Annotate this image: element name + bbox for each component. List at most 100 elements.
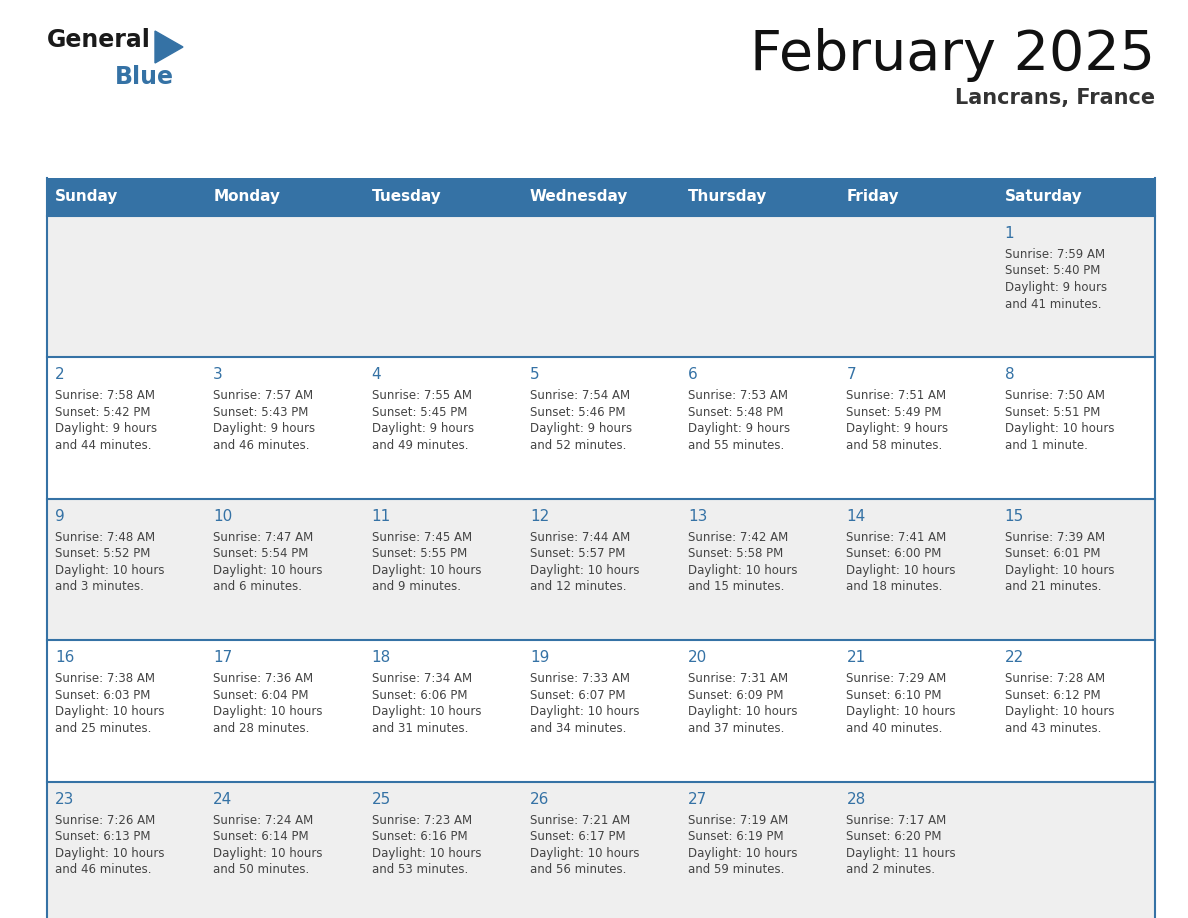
- Text: Sunset: 6:00 PM: Sunset: 6:00 PM: [846, 547, 942, 560]
- Text: Sunset: 5:49 PM: Sunset: 5:49 PM: [846, 406, 942, 419]
- Text: Sunrise: 7:54 AM: Sunrise: 7:54 AM: [530, 389, 630, 402]
- Bar: [48, 640, 1155, 781]
- Text: and 43 minutes.: and 43 minutes.: [1005, 722, 1101, 734]
- Text: Sunrise: 7:31 AM: Sunrise: 7:31 AM: [688, 672, 789, 685]
- Text: Daylight: 10 hours: Daylight: 10 hours: [530, 564, 639, 577]
- Text: Blue: Blue: [115, 65, 173, 89]
- Text: Sunrise: 7:21 AM: Sunrise: 7:21 AM: [530, 813, 630, 826]
- Text: and 56 minutes.: and 56 minutes.: [530, 863, 626, 876]
- Text: Sunrise: 7:44 AM: Sunrise: 7:44 AM: [530, 531, 630, 543]
- Text: Sunrise: 7:55 AM: Sunrise: 7:55 AM: [372, 389, 472, 402]
- Text: 15: 15: [1005, 509, 1024, 524]
- Text: Daylight: 9 hours: Daylight: 9 hours: [1005, 281, 1107, 294]
- Text: Daylight: 10 hours: Daylight: 10 hours: [688, 705, 797, 718]
- Text: Wednesday: Wednesday: [530, 189, 628, 205]
- Text: Sunset: 5:43 PM: Sunset: 5:43 PM: [214, 406, 309, 419]
- Text: Sunrise: 7:59 AM: Sunrise: 7:59 AM: [1005, 248, 1105, 261]
- Text: Sunrise: 7:28 AM: Sunrise: 7:28 AM: [1005, 672, 1105, 685]
- Text: Sunset: 6:17 PM: Sunset: 6:17 PM: [530, 830, 626, 843]
- Text: Daylight: 10 hours: Daylight: 10 hours: [372, 846, 481, 859]
- Text: Daylight: 10 hours: Daylight: 10 hours: [55, 705, 164, 718]
- Text: and 58 minutes.: and 58 minutes.: [846, 439, 943, 452]
- Text: 1: 1: [1005, 226, 1015, 241]
- Text: Sunset: 5:48 PM: Sunset: 5:48 PM: [688, 406, 784, 419]
- Text: Sunset: 6:06 PM: Sunset: 6:06 PM: [372, 688, 467, 701]
- Text: and 52 minutes.: and 52 minutes.: [530, 439, 626, 452]
- Text: Sunday: Sunday: [55, 189, 119, 205]
- Text: Sunrise: 7:41 AM: Sunrise: 7:41 AM: [846, 531, 947, 543]
- Text: Sunrise: 7:36 AM: Sunrise: 7:36 AM: [214, 672, 314, 685]
- Text: Sunset: 5:58 PM: Sunset: 5:58 PM: [688, 547, 783, 560]
- Text: Sunset: 6:04 PM: Sunset: 6:04 PM: [214, 688, 309, 701]
- Text: Sunset: 6:12 PM: Sunset: 6:12 PM: [1005, 688, 1100, 701]
- Text: Daylight: 10 hours: Daylight: 10 hours: [55, 564, 164, 577]
- Text: 8: 8: [1005, 367, 1015, 383]
- Text: and 40 minutes.: and 40 minutes.: [846, 722, 943, 734]
- Text: Sunset: 6:10 PM: Sunset: 6:10 PM: [846, 688, 942, 701]
- Text: and 1 minute.: and 1 minute.: [1005, 439, 1087, 452]
- Text: Monday: Monday: [214, 189, 280, 205]
- Text: 2: 2: [55, 367, 64, 383]
- Text: Sunrise: 7:24 AM: Sunrise: 7:24 AM: [214, 813, 314, 826]
- Text: Sunset: 5:54 PM: Sunset: 5:54 PM: [214, 547, 309, 560]
- Bar: [48, 781, 1155, 918]
- Text: 7: 7: [846, 367, 857, 383]
- Text: Sunset: 6:13 PM: Sunset: 6:13 PM: [55, 830, 151, 843]
- Text: Sunset: 6:09 PM: Sunset: 6:09 PM: [688, 688, 784, 701]
- Text: Sunset: 5:45 PM: Sunset: 5:45 PM: [372, 406, 467, 419]
- Text: Daylight: 10 hours: Daylight: 10 hours: [846, 564, 956, 577]
- Text: and 3 minutes.: and 3 minutes.: [55, 580, 144, 593]
- Text: Sunset: 5:42 PM: Sunset: 5:42 PM: [55, 406, 151, 419]
- Text: Sunrise: 7:23 AM: Sunrise: 7:23 AM: [372, 813, 472, 826]
- Text: 12: 12: [530, 509, 549, 524]
- Text: Daylight: 10 hours: Daylight: 10 hours: [372, 705, 481, 718]
- Text: and 6 minutes.: and 6 minutes.: [214, 580, 302, 593]
- Text: and 28 minutes.: and 28 minutes.: [214, 722, 310, 734]
- Text: Sunset: 5:52 PM: Sunset: 5:52 PM: [55, 547, 151, 560]
- Text: Sunrise: 7:45 AM: Sunrise: 7:45 AM: [372, 531, 472, 543]
- Text: Daylight: 9 hours: Daylight: 9 hours: [372, 422, 474, 435]
- Text: 26: 26: [530, 791, 549, 807]
- Text: 22: 22: [1005, 650, 1024, 666]
- Text: and 15 minutes.: and 15 minutes.: [688, 580, 784, 593]
- Text: Daylight: 9 hours: Daylight: 9 hours: [55, 422, 157, 435]
- Text: Sunrise: 7:47 AM: Sunrise: 7:47 AM: [214, 531, 314, 543]
- Text: Daylight: 9 hours: Daylight: 9 hours: [214, 422, 315, 435]
- Text: 19: 19: [530, 650, 549, 666]
- Text: Tuesday: Tuesday: [372, 189, 441, 205]
- Text: and 41 minutes.: and 41 minutes.: [1005, 297, 1101, 310]
- Text: Sunrise: 7:39 AM: Sunrise: 7:39 AM: [1005, 531, 1105, 543]
- Text: 10: 10: [214, 509, 233, 524]
- Text: Daylight: 10 hours: Daylight: 10 hours: [1005, 422, 1114, 435]
- Text: Daylight: 11 hours: Daylight: 11 hours: [846, 846, 956, 859]
- Text: Sunset: 5:46 PM: Sunset: 5:46 PM: [530, 406, 625, 419]
- Bar: [48, 216, 1155, 357]
- Text: Daylight: 10 hours: Daylight: 10 hours: [214, 564, 323, 577]
- Text: 4: 4: [372, 367, 381, 383]
- Text: Sunrise: 7:26 AM: Sunrise: 7:26 AM: [55, 813, 156, 826]
- Text: Sunset: 6:16 PM: Sunset: 6:16 PM: [372, 830, 467, 843]
- Text: 18: 18: [372, 650, 391, 666]
- Text: and 21 minutes.: and 21 minutes.: [1005, 580, 1101, 593]
- Text: Daylight: 10 hours: Daylight: 10 hours: [688, 846, 797, 859]
- Text: Daylight: 10 hours: Daylight: 10 hours: [1005, 564, 1114, 577]
- Text: Daylight: 10 hours: Daylight: 10 hours: [214, 846, 323, 859]
- Text: 9: 9: [55, 509, 65, 524]
- Text: General: General: [48, 28, 151, 52]
- Text: 27: 27: [688, 791, 707, 807]
- Text: 17: 17: [214, 650, 233, 666]
- Text: and 50 minutes.: and 50 minutes.: [214, 863, 310, 876]
- Text: Sunset: 6:03 PM: Sunset: 6:03 PM: [55, 688, 151, 701]
- Text: Sunset: 6:20 PM: Sunset: 6:20 PM: [846, 830, 942, 843]
- Text: 11: 11: [372, 509, 391, 524]
- Text: 24: 24: [214, 791, 233, 807]
- Text: and 46 minutes.: and 46 minutes.: [55, 863, 152, 876]
- Text: Lancrans, France: Lancrans, France: [955, 88, 1155, 108]
- Text: 21: 21: [846, 650, 866, 666]
- Text: Sunset: 6:07 PM: Sunset: 6:07 PM: [530, 688, 625, 701]
- Text: and 31 minutes.: and 31 minutes.: [372, 722, 468, 734]
- Text: Daylight: 10 hours: Daylight: 10 hours: [214, 705, 323, 718]
- Text: 16: 16: [55, 650, 75, 666]
- Text: Sunrise: 7:58 AM: Sunrise: 7:58 AM: [55, 389, 154, 402]
- Text: and 49 minutes.: and 49 minutes.: [372, 439, 468, 452]
